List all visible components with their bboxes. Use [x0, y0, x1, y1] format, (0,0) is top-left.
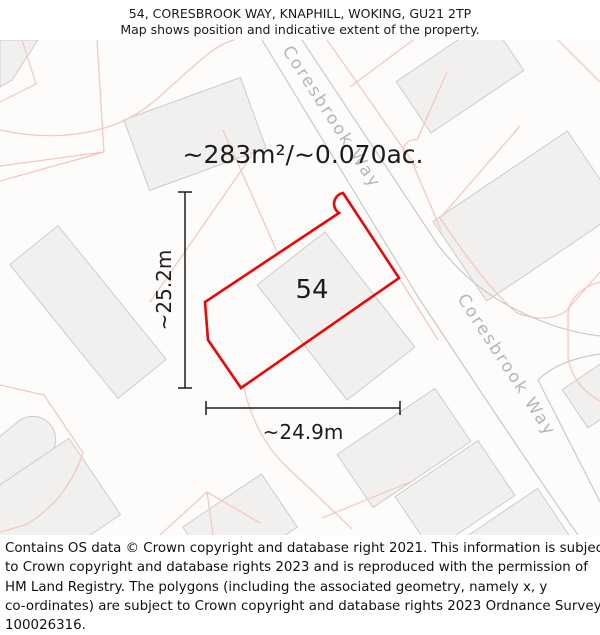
plot-number-label: 54 [295, 275, 328, 305]
page-subtitle: Map shows position and indicative extent… [120, 22, 480, 37]
parcel-line [0, 39, 37, 103]
parcel-line [243, 387, 353, 530]
property-map: Coresbrook Way Coresbrook Way ~283m²/~0.… [0, 18, 600, 593]
road-kerb-east-lower [537, 353, 600, 503]
parcel-line [567, 281, 600, 402]
parcel-line [321, 479, 416, 519]
parcel-line [159, 491, 261, 536]
building [432, 130, 600, 302]
building-track [0, 415, 57, 567]
footer-line: HM Land Registry. The polygons (includin… [5, 579, 548, 595]
parcel-layer [0, 39, 600, 536]
building [394, 439, 516, 553]
building [561, 355, 600, 429]
footer-line: to Crown copyright and database rights 2… [5, 560, 588, 576]
parcel-line [398, 277, 439, 341]
building [182, 473, 298, 581]
plot-54-outline [203, 191, 401, 390]
footer-line: 100026316. [5, 618, 86, 634]
building [336, 387, 472, 509]
footer-line: Contains OS data © Crown copyright and d… [5, 541, 600, 556]
header: 54, CORESBROOK WAY, KNAPHILL, WOKING, GU… [0, 0, 600, 40]
road-layer [261, 39, 600, 536]
vertical-dimension-line [178, 191, 192, 389]
parcel-line [440, 125, 521, 218]
parcel-line [149, 154, 253, 303]
map-svg: Coresbrook Way Coresbrook Way ~283m²/~0.… [0, 18, 600, 593]
parcel-line [0, 384, 84, 533]
parcel-line [0, 39, 235, 137]
map-annotations: ~283m²/~0.070ac. 54 ~25.2m ~24.9m [152, 140, 424, 444]
page-title: 54, CORESBROOK WAY, KNAPHILL, WOKING, GU… [128, 6, 472, 21]
road-kerb-west [261, 39, 579, 536]
parcel-line [0, 151, 105, 182]
road-label-lower: Coresbrook Way [453, 290, 560, 440]
area-label: ~283m²/~0.070ac. [183, 140, 424, 169]
building [256, 231, 416, 401]
footer-copyright: Contains OS data © Crown copyright and d… [0, 535, 600, 633]
building [395, 18, 525, 134]
road-kerb-east-upper [301, 39, 600, 337]
building [123, 76, 267, 192]
building [0, 39, 39, 88]
road-label-upper: Coresbrook Way [278, 42, 385, 192]
parcel-line [349, 39, 414, 88]
building [9, 224, 167, 400]
parcel-line [557, 39, 600, 83]
parcel-line [326, 39, 418, 169]
dimension-lines [178, 191, 401, 415]
vertical-dimension-label: ~25.2m [152, 250, 176, 331]
parcel-line [439, 217, 600, 319]
horizontal-dimension-line [205, 401, 401, 415]
footer-line: co-ordinates) are subject to Crown copyr… [5, 598, 600, 614]
parcel-line [402, 71, 448, 231]
horizontal-dimension-label: ~24.9m [263, 420, 344, 444]
parcel-line [222, 129, 279, 255]
